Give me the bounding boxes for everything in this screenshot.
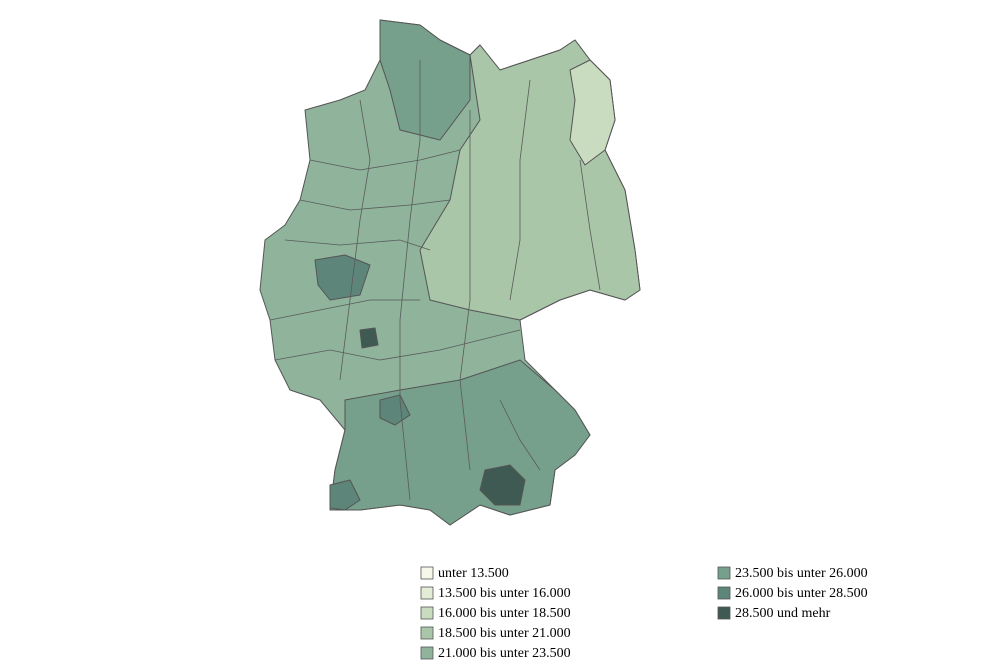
southwest-region (329, 479, 361, 511)
legend: unter 13.500 13.500 bis unter 16.000 16.00… (420, 566, 868, 661)
legend-swatch (420, 566, 434, 580)
legend-label: 21.000 bis unter 23.500 (438, 646, 571, 661)
legend-swatch (420, 586, 434, 600)
legend-swatch (420, 606, 434, 620)
stuttgart-region (379, 394, 411, 426)
legend-label: 23.500 bis unter 26.000 (735, 566, 868, 581)
legend-label: 16.000 bis unter 18.500 (438, 606, 571, 621)
northeast-region (569, 59, 616, 166)
legend-label: unter 13.500 (438, 566, 509, 581)
north-region (379, 19, 471, 141)
munich-region (479, 464, 526, 506)
legend-label: 26.000 bis unter 28.500 (735, 586, 868, 601)
legend-swatch (717, 566, 731, 580)
legend-label: 18.500 bis unter 21.000 (438, 626, 571, 641)
legend-label: 28.500 und mehr (735, 606, 831, 621)
district-borders (269, 60, 601, 501)
legend-swatch (420, 626, 434, 640)
ruhr-region (314, 254, 371, 301)
legend-label: 13.500 bis unter 16.000 (438, 586, 571, 601)
legend-swatch (420, 646, 434, 660)
germany-map (259, 19, 641, 526)
legend-swatch (717, 606, 731, 620)
frankfurt-region (359, 327, 379, 349)
legend-swatch (717, 586, 731, 600)
